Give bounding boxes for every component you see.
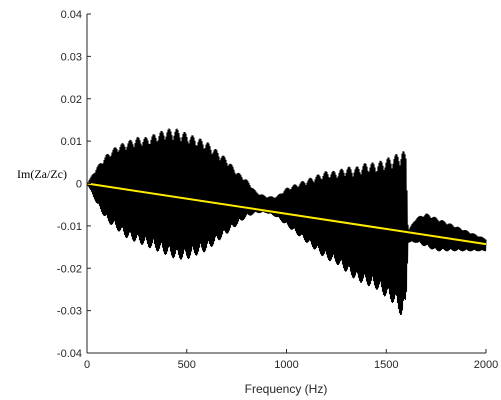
- y-tick-label: -0.02: [57, 263, 82, 275]
- y-tick-label: 0.02: [61, 94, 82, 106]
- x-axis-label: Frequency (Hz): [245, 382, 328, 396]
- y-tick-label: -0.01: [57, 221, 82, 233]
- x-tick-label: 1500: [374, 359, 398, 371]
- chart-marks: [86, 128, 487, 316]
- x-tick-label: 0: [84, 359, 90, 371]
- y-tick-label: -0.03: [57, 306, 82, 318]
- y-axis-label: Im(Za/Zc): [17, 167, 67, 181]
- y-tick-label: 0.03: [61, 51, 82, 63]
- series-trend-line: [86, 182, 487, 246]
- x-tick-label: 1000: [274, 359, 298, 371]
- y-tick-label: 0.04: [61, 9, 82, 21]
- series-oscillation-line: [86, 128, 487, 316]
- x-tick-label: 2000: [474, 359, 498, 371]
- y-tick-label: -0.04: [57, 348, 82, 360]
- chart-axes: 0 500 1000 1500 2000 -0.04 -0.03 -0.02 -0.01 0 0.0…: [57, 9, 498, 371]
- y-tick-label: 0: [76, 179, 82, 191]
- x-tick-label: 500: [178, 359, 196, 371]
- y-tick-label: 0.01: [61, 136, 82, 148]
